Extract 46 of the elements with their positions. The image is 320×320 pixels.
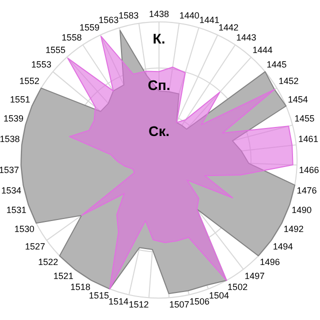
spoke-label: 1521 — [53, 270, 74, 281]
text: Сп. — [148, 76, 170, 93]
spoke-label: 1551 — [10, 94, 30, 104]
spoke-label: 1539 — [3, 114, 24, 124]
spoke-label: 1527 — [25, 241, 46, 252]
spoke-label: 1558 — [62, 32, 82, 42]
spoke-label: 1538 — [0, 134, 20, 144]
spoke-label: 1512 — [128, 300, 149, 310]
spoke-label: 1440 — [179, 10, 200, 21]
spoke-label: 1514 — [108, 296, 129, 307]
spoke-label: 1553 — [31, 59, 52, 70]
spoke-label: 1445 — [266, 59, 287, 70]
spoke-label: 1534 — [1, 185, 22, 196]
spoke-label: 1461 — [298, 134, 318, 144]
spoke-label: 1537 — [0, 165, 20, 175]
spoke-label: 1559 — [80, 22, 100, 32]
spoke-label: 1555 — [45, 44, 66, 55]
spoke-label: 1492 — [284, 224, 304, 234]
spoke-label: 1504 — [209, 290, 230, 301]
spoke-label: 1494 — [272, 241, 293, 252]
spoke-label: 1455 — [294, 114, 315, 124]
spoke-label: 1441 — [199, 14, 220, 25]
spoke-label: 1531 — [6, 205, 26, 216]
spoke-label: 1452 — [278, 76, 299, 86]
spoke-label: 1476 — [296, 185, 317, 196]
spoke-label: 1444 — [252, 44, 273, 55]
spoke-label: 1507 — [169, 300, 190, 310]
spoke-label: 1490 — [292, 205, 312, 216]
text: Ск. — [148, 122, 170, 139]
spoke-label: 1466 — [298, 165, 320, 175]
spoke-label: 1443 — [236, 32, 256, 42]
spoke-label: 1515 — [88, 290, 109, 301]
spoke-label: 1522 — [38, 257, 58, 268]
spoke-label: 1583 — [118, 10, 139, 21]
text: К. — [152, 30, 166, 47]
spoke-label: 1552 — [19, 76, 40, 86]
spoke-label: 1442 — [218, 22, 238, 32]
spoke-label: 1496 — [260, 257, 280, 268]
spoke-label: 1518 — [70, 282, 90, 292]
spoke-label: 1438 — [148, 9, 170, 20]
spoke-label: 1454 — [288, 94, 308, 104]
spoke-label: 1563 — [98, 14, 119, 25]
spoke-label: 1506 — [189, 296, 210, 307]
spoke-label: 1530 — [14, 224, 34, 234]
spoke-label: 1497 — [244, 270, 265, 281]
spoke-label: 1502 — [228, 282, 248, 292]
